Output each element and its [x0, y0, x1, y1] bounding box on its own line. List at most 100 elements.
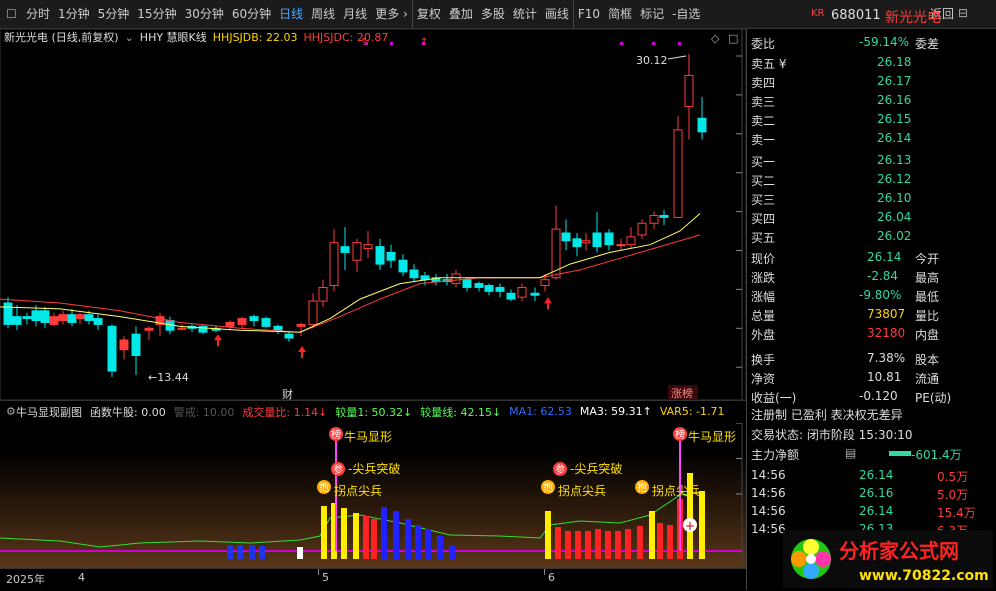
toolbar-item-5[interactable]: 60分钟 [231, 6, 272, 21]
candle-body [375, 246, 385, 265]
ask-row-cell: 26.16 [877, 93, 912, 107]
tick-row: 14:56 26.14 15.4万 [747, 502, 996, 521]
vol-bar [363, 516, 369, 559]
ask-row-cell: 卖一 [751, 133, 776, 147]
candle-body [31, 310, 41, 322]
ask-row-cell: 26.15 [877, 112, 912, 126]
info-icon[interactable]: i [948, 8, 952, 21]
candle-body [22, 316, 32, 320]
jianbing-label: -尖兵突破 [570, 461, 622, 476]
plus-circle-icon [683, 518, 697, 532]
stat-row: 总量 73807 量比 [747, 305, 996, 324]
stat-row-cell: 内盘 [915, 328, 940, 342]
signal-dot [422, 42, 425, 45]
subchart-param-2: 成交量比: 1.14↓ [242, 405, 328, 419]
can-badge-icon-text: 参 [333, 463, 343, 476]
weibi-row-cell: -59.14% [859, 35, 910, 49]
netflow-bar [889, 451, 911, 456]
ask-row-cell: 卖五 ¥ [751, 57, 787, 71]
candle-body [697, 117, 707, 133]
candle-body [67, 314, 77, 323]
vol-bar [381, 507, 387, 559]
vol-bar [249, 545, 255, 559]
buy-arrow-icon [214, 334, 222, 347]
toolbar-item-9[interactable]: 更多 › [375, 6, 408, 21]
stat-row-cell: 10.81 [867, 370, 902, 384]
guaidian-label: 拐点尖兵 [334, 483, 382, 498]
bang-badge-icon [329, 427, 343, 441]
stat-row-cell: 最低 [915, 290, 940, 304]
toolbar-item-1[interactable]: 1分钟 [58, 6, 90, 21]
bid-row: 买三 26.10 [747, 189, 996, 208]
stat-row-cell: 7.38% [867, 351, 906, 365]
ask-row-cell: 卖四 [751, 76, 776, 90]
stat-row-cell: 量比 [915, 309, 940, 323]
subchart[interactable]: 100.075.0050.00榜牛马显形榜牛马显形参-尖兵突破参-尖兵突破抱拐点… [0, 416, 788, 568]
stat-row-cell: 现价 [751, 252, 776, 266]
indicator-name[interactable]: HHY 慧眼K线 [139, 31, 207, 44]
toolbar-item-4[interactable]: 30分钟 [184, 6, 224, 21]
stat-row-cell: 换手 [751, 353, 776, 367]
toolbar-item-14[interactable]: 画线 [544, 6, 569, 21]
toolbar-item-2[interactable]: 5分钟 [97, 6, 130, 21]
toolbar-item-17[interactable]: 标记 [640, 6, 665, 21]
candle-body [93, 318, 103, 325]
bid-row-cell: 26.13 [877, 153, 912, 167]
vol-bar [699, 491, 705, 559]
niuma-label: 牛马显形 [344, 429, 392, 444]
tick-row-cell: 26.14 [859, 468, 894, 482]
stock-header-cell: 新光光电 [885, 10, 941, 26]
checkbox-icon[interactable]: ☐ [6, 7, 17, 21]
chart-title: 新光光电 (日线,前复权) [4, 31, 119, 44]
high-pointer [667, 55, 687, 60]
toolbar-item-10[interactable]: 复权 [411, 0, 445, 29]
vol-bar [657, 523, 663, 559]
toolbar-item-12[interactable]: 多股 [480, 6, 505, 21]
stat-row: 净资 10.81 流通 [747, 368, 996, 387]
hhjsjdc-value: HHJSJDC: 20.87 [303, 30, 389, 44]
toolbar-item-11[interactable]: 叠加 [448, 6, 473, 21]
toolbar-item-6[interactable]: 日线 [279, 6, 304, 21]
candle-body [551, 228, 561, 279]
gear-icon[interactable]: ⚙ [6, 405, 16, 418]
x-tick [318, 569, 319, 575]
bao-badge-icon [635, 480, 649, 494]
vol-bar [575, 531, 581, 559]
toolbar-item-0[interactable]: 分时 [26, 6, 51, 21]
toolbar-item-19[interactable]: 返回 [929, 6, 954, 21]
stat-row: 现价 26.14 今开 [747, 248, 996, 267]
list-icon[interactable]: ▤ [845, 446, 857, 460]
tick-row-cell: 26.16 [859, 486, 894, 500]
bid-row-cell: 买四 [751, 212, 776, 226]
kline-svg: 30.0028.0026.0024.0022.0020.0018.0016.00… [0, 28, 793, 401]
stat-row-cell: 收益(一) [751, 391, 797, 405]
tags-row: 注册制 已盈利 表决权无差异 [747, 404, 996, 423]
vol-bar [545, 511, 551, 559]
toolbar-item-15[interactable]: F10 [572, 0, 604, 29]
panel-toggle-icon[interactable]: ⊟ [958, 6, 969, 20]
toolbar-item-13[interactable]: 统计 [512, 6, 537, 21]
toolbar-item-3[interactable]: 15分钟 [137, 6, 177, 21]
tick-row: 14:56 26.16 5.0万 [747, 484, 996, 503]
vol-bar [565, 531, 571, 559]
toolbar-item-16[interactable]: 简框 [608, 6, 633, 21]
kline-chart[interactable]: 30.0028.0026.0024.0022.0020.0018.0016.00… [0, 28, 793, 401]
candle-body [318, 286, 328, 302]
subchart-param-0: 函数牛股: 0.00 [90, 405, 166, 419]
bao-badge-icon [317, 480, 331, 494]
stat-row-cell: 总量 [751, 309, 776, 323]
stat-row: 涨幅 -9.80% 最低 [747, 286, 996, 305]
ask-row-cell: 卖三 [751, 95, 776, 109]
signal-arrow: ↑ [420, 37, 428, 48]
indicator-toggle-icon[interactable]: ⌄ [124, 30, 134, 44]
candle-body [398, 259, 408, 273]
vol-bar [649, 511, 655, 559]
hhjsjdb-value: HHJSJDB: 22.03 [212, 30, 298, 44]
toolbar-item-8[interactable]: 月线 [343, 6, 368, 21]
bid-row: 买五 26.02 [747, 227, 996, 246]
toolbar-item-18[interactable]: -自选 [672, 6, 701, 21]
candle-body [659, 214, 669, 218]
stat-row: 收益(一) -0.120 PE(动) [747, 387, 996, 406]
x-label-2: 5 [322, 571, 329, 584]
toolbar-item-7[interactable]: 周线 [311, 6, 336, 21]
